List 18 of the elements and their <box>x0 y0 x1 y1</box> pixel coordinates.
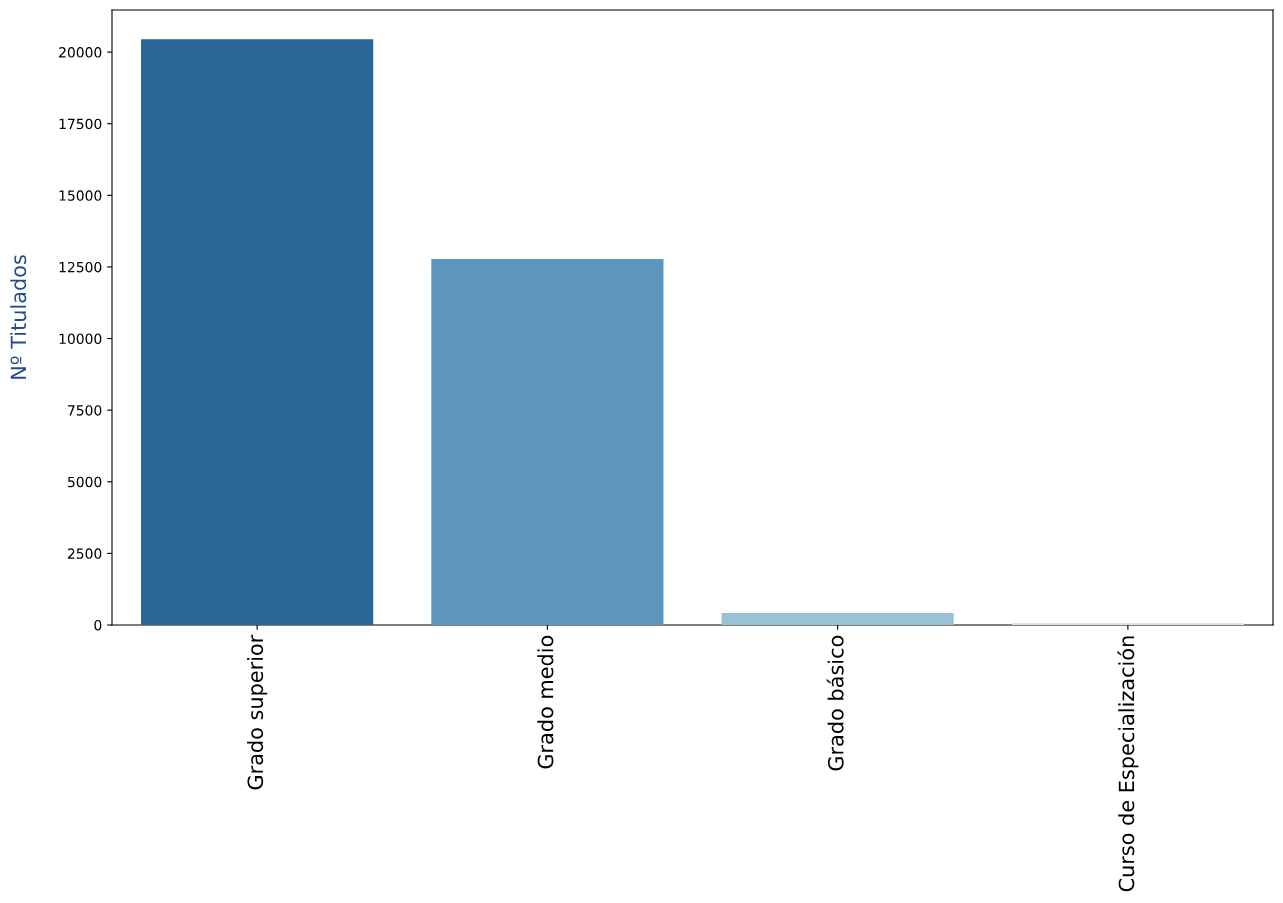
y-tick-label: 10000 <box>59 333 102 345</box>
x-tick-label: Grado superior <box>247 634 268 790</box>
x-tick-label: Grado básico <box>826 635 844 771</box>
x-tick-label: Curso de Especialización <box>1117 636 1139 892</box>
y-tick-label: 0 <box>94 619 102 631</box>
y-tick-label: 5000 <box>68 476 102 488</box>
bar <box>141 39 374 625</box>
y-tick-label: 12500 <box>59 261 102 273</box>
y-tick-label: 17500 <box>59 118 102 130</box>
y-tick-label: 15000 <box>59 190 102 201</box>
y-tick-label: 7500 <box>68 405 102 416</box>
y-tick-label: 20000 <box>59 47 102 58</box>
y-tick-label: 2500 <box>67 548 102 559</box>
bar <box>1011 622 1244 625</box>
x-tick-label: Grado medio <box>537 635 554 769</box>
bar <box>431 258 664 625</box>
y-axis-title: Nº Titulados <box>10 255 27 379</box>
bar <box>721 612 954 625</box>
